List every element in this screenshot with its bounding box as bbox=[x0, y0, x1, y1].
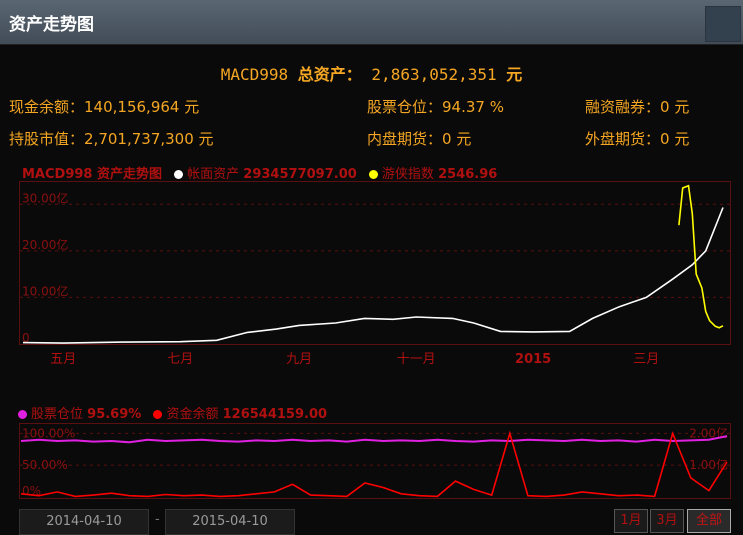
asset-value-line bbox=[22, 207, 724, 344]
chart1-title: MACD998 资产走势图 bbox=[22, 167, 162, 182]
legend-series2-value: 2546.96 bbox=[438, 167, 498, 182]
account-name: MACD998 bbox=[220, 65, 289, 84]
title-bar: 资产走势图 bbox=[0, 0, 743, 45]
total-assets-label: 总资产： bbox=[297, 65, 362, 84]
stat-label: 内盘期货： bbox=[367, 130, 443, 148]
stat-label: 现金余额： bbox=[9, 98, 85, 116]
red-dot-icon bbox=[153, 410, 163, 419]
date-separator: - bbox=[155, 512, 160, 527]
legend2-series1-label: 股票仓位 bbox=[31, 407, 84, 422]
total-assets-value: 2,863,052,351 bbox=[371, 65, 497, 84]
stat-margin: 融资融券：0 元 bbox=[585, 96, 689, 117]
stat-value: 2,701,737,300 元 bbox=[84, 130, 214, 148]
chart2-legend: 股票仓位 95.69% 资金余额 126544159.00 bbox=[14, 403, 327, 422]
stat-stock-position: 股票仓位：94.37 % bbox=[367, 96, 504, 117]
stat-domestic-futures: 内盘期货：0 元 bbox=[367, 128, 471, 149]
white-dot-icon bbox=[174, 170, 184, 179]
window-title: 资产走势图 bbox=[9, 15, 94, 35]
chart1-y-tick-label: 10.00亿 bbox=[22, 283, 68, 298]
stat-label: 外盘期货： bbox=[585, 130, 661, 148]
stat-holdings-value: 持股市值：2,701,737,300 元 bbox=[9, 128, 214, 149]
legend2-series1-value: 95.69% bbox=[87, 407, 142, 422]
legend2-series2-value: 126544159.00 bbox=[222, 407, 328, 422]
legend-series1-value: 2934577097.00 bbox=[243, 167, 357, 182]
chart1-y-tick-label: 20.00亿 bbox=[22, 237, 68, 252]
range-3month-button[interactable]: 3月 bbox=[650, 509, 684, 533]
chart2-y-tick-label-left: 50.00% bbox=[22, 458, 68, 472]
stat-label: 股票仓位： bbox=[367, 98, 443, 116]
chart1-y-tick-label: 30.00亿 bbox=[22, 190, 68, 205]
stat-value: 140,156,964 元 bbox=[84, 98, 200, 116]
chart2-y-tick-label-right: 2.00亿 bbox=[689, 425, 728, 440]
start-date-input[interactable]: 2014-04-10 bbox=[19, 509, 149, 535]
ranger-index-line bbox=[678, 184, 724, 329]
stock-position-line bbox=[20, 435, 728, 444]
total-assets-unit: 元 bbox=[506, 65, 523, 84]
chart2-y-tick-label-right: 1.00亿 bbox=[689, 457, 728, 472]
stat-value: 0 元 bbox=[660, 98, 690, 116]
chart1-y-tick-label: 0 bbox=[22, 331, 30, 345]
range-1month-button[interactable]: 1月 bbox=[614, 509, 648, 533]
chart1-x-tick-label: 三月 bbox=[633, 352, 659, 367]
legend2-series2-label: 资金余额 bbox=[166, 407, 219, 422]
stat-value: 94.37 % bbox=[442, 98, 504, 116]
stat-value: 0 元 bbox=[442, 130, 472, 148]
cash-balance-line bbox=[20, 430, 728, 498]
close-button[interactable] bbox=[705, 6, 741, 42]
chart1-x-tick-label: 七月 bbox=[167, 352, 193, 367]
total-assets-summary: MACD998 总资产： 2,863,052,351 元 bbox=[0, 61, 743, 85]
chart1-x-tick-label: 九月 bbox=[286, 352, 312, 367]
stat-cash: 现金余额：140,156,964 元 bbox=[9, 96, 199, 117]
stat-label: 融资融券： bbox=[585, 98, 661, 116]
chart1-x-tick-label: 2015 bbox=[515, 352, 551, 367]
legend-series2-label: 游侠指数 bbox=[381, 167, 434, 182]
stat-value: 0 元 bbox=[660, 130, 690, 148]
legend-series1-label: 帐面资产 bbox=[187, 167, 240, 182]
end-date-input[interactable]: 2015-04-10 bbox=[165, 509, 295, 535]
stat-label: 持股市值： bbox=[9, 130, 85, 148]
chart2-frame bbox=[19, 423, 731, 499]
chart1-x-tick-label: 十一月 bbox=[397, 352, 436, 367]
range-all-button[interactable]: 全部 bbox=[687, 509, 731, 533]
chart1-x-tick-label: 五月 bbox=[50, 352, 76, 367]
magenta-dot-icon bbox=[18, 410, 27, 419]
chart1-legend: MACD998 资产走势图 帐面资产 2934577097.00 游侠指数 25… bbox=[22, 163, 497, 182]
chart2-y-tick-label-left: 100.00% bbox=[22, 426, 75, 440]
stat-foreign-futures: 外盘期货：0 元 bbox=[585, 128, 689, 149]
chart1-frame bbox=[19, 181, 731, 345]
yellow-dot-icon bbox=[368, 170, 378, 179]
